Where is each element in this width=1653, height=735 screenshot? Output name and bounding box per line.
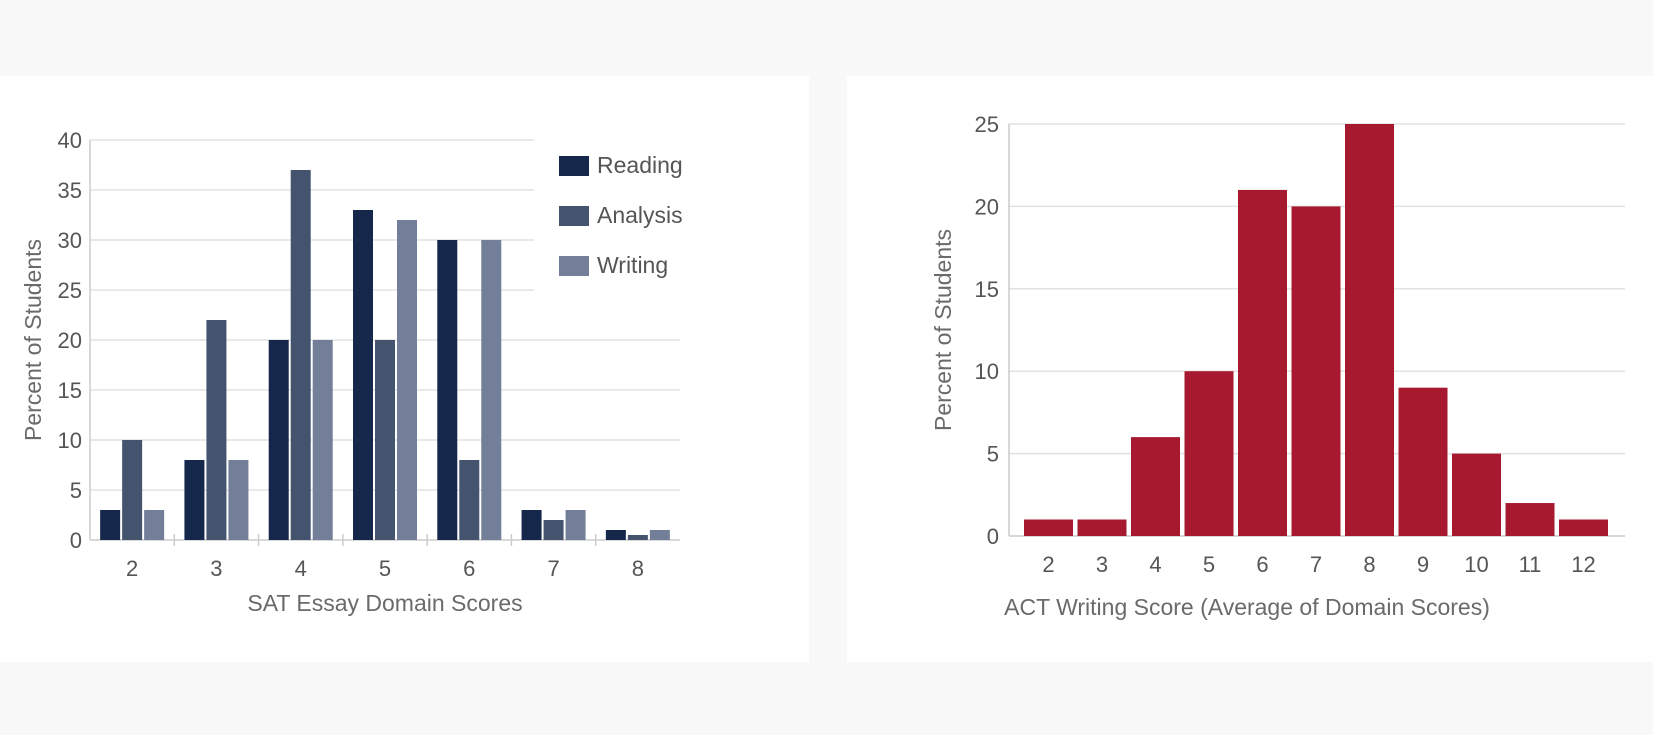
bar-reading-8 bbox=[605, 530, 626, 540]
legend-label-analysis: Analysis bbox=[597, 202, 683, 228]
bar-reading-5 bbox=[353, 210, 373, 540]
bar-score-8 bbox=[1345, 124, 1394, 536]
bar-analysis-8 bbox=[627, 535, 648, 540]
legend-swatch-reading bbox=[559, 156, 589, 176]
bar-writing-2 bbox=[144, 510, 165, 540]
bar-score-3 bbox=[1077, 519, 1127, 536]
x-tick-label: 6 bbox=[1256, 552, 1268, 577]
y-tick-label: 20 bbox=[975, 194, 999, 219]
x-tick-label: 3 bbox=[1096, 552, 1108, 577]
y-tick-label: 10 bbox=[58, 428, 82, 453]
sat-essay-chart: 0 5 10 15 20 25 30 35 40 2 3 4 5 6 7 8 SAT Essay Domain … bbox=[20, 128, 683, 616]
x-tick-label: 12 bbox=[1571, 552, 1595, 577]
x-tick-label: 7 bbox=[1310, 552, 1322, 577]
x-tick-label: 4 bbox=[1149, 552, 1161, 577]
x-tick-label: 2 bbox=[1042, 552, 1054, 577]
y-tick-label: 25 bbox=[975, 112, 999, 137]
bar-score-12 bbox=[1559, 519, 1608, 536]
bar-writing-6 bbox=[481, 240, 502, 540]
act-chart-panel: 0 5 10 15 20 25 2 3 4 5 6 7 8 9 10 11 12 ACT Writing Scor… bbox=[847, 76, 1653, 662]
bar-reading-6 bbox=[437, 240, 458, 540]
legend-swatch-analysis bbox=[559, 206, 589, 226]
x-tick-label: 9 bbox=[1417, 552, 1429, 577]
bar-analysis-6 bbox=[459, 460, 480, 540]
bar-score-11 bbox=[1505, 503, 1555, 536]
y-tick-label: 0 bbox=[70, 528, 82, 553]
bar-score-10 bbox=[1452, 453, 1501, 536]
legend-swatch-writing bbox=[559, 256, 589, 276]
bar-writing-5 bbox=[397, 220, 417, 540]
bar-reading-2 bbox=[100, 510, 121, 540]
x-tick-label: 11 bbox=[1519, 552, 1542, 577]
x-axis-label: ACT Writing Score (Average of Domain Sco… bbox=[1004, 594, 1490, 620]
legend-label-reading: Reading bbox=[597, 152, 683, 178]
x-tick-label: 10 bbox=[1464, 552, 1488, 577]
y-tick-label: 10 bbox=[975, 359, 999, 384]
bar-score-9 bbox=[1398, 387, 1448, 536]
bar-score-6 bbox=[1238, 189, 1287, 537]
y-axis-label: Percent of Students bbox=[20, 239, 46, 441]
y-axis-label: Percent of Students bbox=[930, 229, 956, 431]
bar-reading-4 bbox=[268, 340, 289, 540]
x-tick-label: 5 bbox=[1203, 552, 1215, 577]
sat-chart-panel: 0 5 10 15 20 25 30 35 40 2 3 4 5 6 7 8 SAT Essay Domain … bbox=[0, 76, 809, 662]
y-tick-label: 20 bbox=[58, 328, 82, 353]
bar-analysis-2 bbox=[122, 440, 143, 540]
y-tick-label: 15 bbox=[975, 277, 999, 302]
y-tick-label: 30 bbox=[58, 228, 82, 253]
bar-reading-7 bbox=[521, 510, 542, 540]
bar-analysis-5 bbox=[375, 340, 395, 540]
x-tick-label: 3 bbox=[210, 556, 222, 581]
bar-analysis-4 bbox=[290, 170, 311, 540]
act-writing-chart: 0 5 10 15 20 25 2 3 4 5 6 7 8 9 10 11 12 ACT Writing Scor… bbox=[930, 112, 1625, 620]
x-axis-label: SAT Essay Domain Scores bbox=[247, 590, 522, 616]
y-tick-label: 35 bbox=[58, 178, 82, 203]
x-tick-label: 6 bbox=[463, 556, 475, 581]
bar-analysis-7 bbox=[543, 520, 564, 540]
bar-score-4 bbox=[1131, 437, 1180, 536]
legend-label-writing: Writing bbox=[597, 252, 668, 278]
y-tick-label: 5 bbox=[70, 478, 82, 503]
x-tick-label: 5 bbox=[379, 556, 391, 581]
x-tick-label: 8 bbox=[632, 556, 644, 581]
bar-reading-3 bbox=[184, 460, 205, 540]
y-tick-label: 5 bbox=[987, 442, 999, 467]
bar-writing-8 bbox=[649, 530, 670, 540]
x-tick-label: 8 bbox=[1363, 552, 1375, 577]
y-tick-label: 15 bbox=[58, 378, 82, 403]
bar-writing-3 bbox=[228, 460, 249, 540]
x-tick-label: 2 bbox=[126, 556, 138, 581]
bar-writing-4 bbox=[312, 340, 333, 540]
y-tick-label: 0 bbox=[987, 524, 999, 549]
bar-score-2 bbox=[1024, 519, 1073, 536]
bar-analysis-3 bbox=[206, 320, 227, 540]
y-tick-label: 25 bbox=[58, 278, 82, 303]
x-tick-label: 7 bbox=[547, 556, 559, 581]
x-tick-label: 4 bbox=[295, 556, 307, 581]
bar-score-5 bbox=[1184, 371, 1234, 536]
y-tick-label: 40 bbox=[58, 128, 82, 153]
bar-writing-7 bbox=[565, 510, 586, 540]
bar-score-7 bbox=[1291, 206, 1341, 536]
